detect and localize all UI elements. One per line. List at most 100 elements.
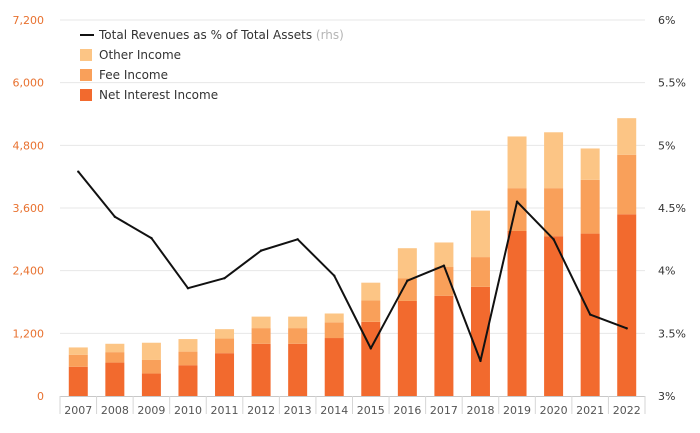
bar-other-income	[470, 210, 490, 258]
bar-fee-income	[105, 352, 125, 363]
legend-swatch-fee-income	[80, 69, 92, 81]
x-tick-label: 2016	[393, 404, 421, 417]
bar-other-income	[507, 136, 527, 189]
bar-fee-income	[215, 338, 235, 354]
line-point	[77, 170, 80, 173]
bar-net-interest-income	[434, 295, 454, 396]
bar-fee-income	[434, 267, 454, 296]
bar-fee-income	[324, 322, 344, 339]
bar-other-income	[544, 132, 564, 189]
bar-other-income	[361, 282, 381, 301]
bar-net-interest-income	[215, 353, 235, 396]
bar-net-interest-income	[178, 365, 198, 396]
line-point	[552, 238, 555, 241]
bar-net-interest-income	[617, 214, 637, 396]
x-tick-label: 2019	[503, 404, 531, 417]
line-point	[406, 279, 409, 282]
bar-fee-income	[397, 278, 417, 301]
x-tick-label: 2018	[466, 404, 494, 417]
bar-net-interest-income	[507, 230, 527, 396]
x-tick-label: 2015	[357, 404, 385, 417]
y-right-tick-label: 3.5%	[658, 327, 686, 340]
bar-other-income	[68, 347, 88, 355]
legend-swatch-net-interest-income	[80, 89, 92, 101]
y-left-tick-label: 6,000	[13, 77, 45, 90]
line-point	[333, 274, 336, 277]
bar-other-income	[141, 342, 161, 360]
line-point	[186, 287, 190, 290]
y-right-tick-label: 4%	[658, 265, 675, 278]
bar-fee-income	[251, 328, 271, 344]
bar-fee-income	[141, 359, 161, 374]
bar-net-interest-income	[288, 343, 308, 396]
line-point	[150, 236, 153, 240]
legend-label-net-interest-income: Net Interest Income	[99, 88, 218, 102]
y-left-tick-label: 7,200	[13, 14, 45, 27]
y-left-tick-label: 0	[37, 390, 44, 403]
bar-fee-income	[178, 351, 198, 366]
legend-label-other-income: Other Income	[99, 48, 181, 62]
line-point	[223, 276, 226, 280]
y-left-tick-label: 2,400	[13, 265, 45, 278]
line-point	[369, 347, 372, 350]
line-point	[296, 238, 299, 241]
bar-net-interest-income	[470, 286, 490, 396]
axes: 0 1,200 2,400 3,600 4,800 6,000 7,200 3% 3.5% 4% 4…	[13, 14, 686, 417]
bar-other-income	[434, 242, 454, 268]
bar-fee-income	[288, 328, 308, 344]
x-tick-label: 2017	[430, 404, 458, 417]
bar-other-income	[178, 339, 198, 352]
y-right-tick-label: 5%	[658, 139, 675, 152]
bar-other-income	[215, 329, 235, 339]
x-tick-label: 2022	[613, 404, 641, 417]
line-point	[113, 215, 117, 218]
line-point	[625, 327, 628, 330]
bar-net-interest-income	[105, 362, 125, 396]
bar-fee-income	[361, 300, 381, 322]
line-total-revenues-pct-assets	[77, 171, 628, 362]
x-tick-label: 2010	[174, 404, 202, 417]
y-left-tick-label: 3,600	[13, 202, 45, 215]
y-left-tick-label: 1,200	[13, 327, 45, 340]
bar-net-interest-income	[397, 300, 417, 396]
bar-net-interest-income	[544, 236, 564, 396]
bar-fee-income	[68, 354, 88, 367]
line-point	[259, 249, 263, 252]
bar-fee-income	[544, 188, 564, 237]
bar-net-interest-income	[141, 373, 161, 396]
line-point	[479, 359, 482, 363]
bar-other-income	[105, 343, 125, 353]
bar-net-interest-income	[324, 338, 344, 396]
y-left-tick-label: 4,800	[13, 139, 45, 152]
y-right-tick-label: 4.5%	[658, 202, 686, 215]
x-tick-label: 2009	[137, 404, 165, 417]
x-tick-label: 2021	[576, 404, 604, 417]
legend-label-line: Total Revenues as % of Total Assets (rhs…	[98, 28, 344, 42]
x-tick-label: 2014	[320, 404, 348, 417]
y-right-tick-label: 3%	[658, 390, 675, 403]
bar-other-income	[288, 316, 308, 329]
x-tick-label: 2012	[247, 404, 275, 417]
y-right-tick-label: 6%	[658, 14, 675, 27]
bar-net-interest-income	[251, 343, 271, 396]
x-tick-label: 2013	[284, 404, 312, 417]
y-right-tick-label: 5.5%	[658, 77, 686, 90]
legend-label-rhs-suffix: (rhs)	[316, 28, 344, 42]
x-tick-label: 2007	[64, 404, 92, 417]
line-point	[515, 200, 519, 203]
bar-fee-income	[617, 154, 637, 215]
legend: Total Revenues as % of Total Assets (rhs…	[80, 28, 344, 102]
bar-other-income	[251, 316, 271, 329]
x-tick-label: 2008	[101, 404, 129, 417]
bar-series	[68, 118, 637, 396]
legend-swatch-other-income	[80, 49, 92, 61]
x-tick-label: 2011	[211, 404, 239, 417]
line-point	[442, 264, 446, 267]
line-point	[588, 313, 592, 316]
legend-label-line-name: Total Revenues as % of Total Assets	[98, 28, 316, 42]
bar-other-income	[580, 148, 600, 180]
x-tick-label: 2020	[540, 404, 568, 417]
bar-other-income	[617, 118, 637, 155]
legend-label-fee-income: Fee Income	[99, 68, 168, 82]
